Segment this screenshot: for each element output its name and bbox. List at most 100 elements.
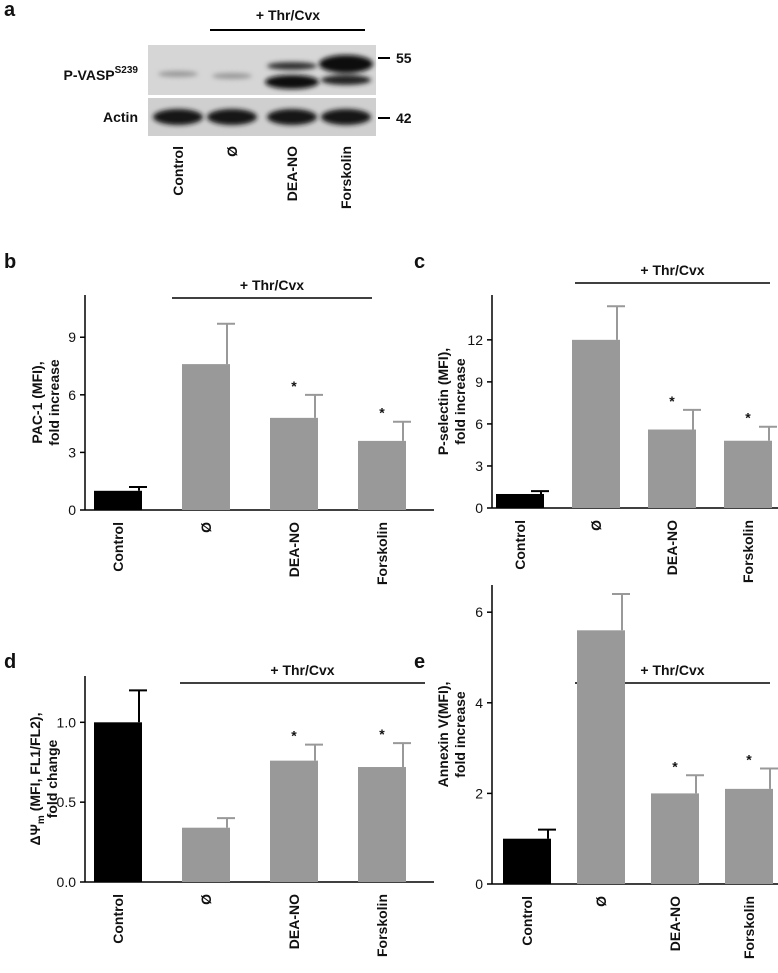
x-tick-label: Control [110, 522, 126, 572]
y-tick-label: 2 [475, 785, 483, 801]
y-axis-label: ΔΨm (MFI, FL1/FL2), [27, 713, 47, 846]
bar [358, 767, 406, 882]
y-axis-label: P-selectin (MFI), [435, 348, 451, 455]
row-label: P-VASPS239 [64, 65, 139, 83]
error-bar [760, 767, 778, 789]
bar [503, 838, 551, 884]
x-tick-label: Ø [593, 896, 609, 907]
significance-marker: * [672, 758, 678, 774]
lane-labels: Control Ø DEA-NO Forskolin [170, 146, 354, 209]
error-bar [686, 774, 704, 794]
bar [577, 630, 625, 884]
y-tick-label: 0 [475, 876, 483, 892]
bar [496, 493, 544, 508]
panel-label: b [4, 251, 16, 273]
bar [725, 788, 773, 884]
y-label-main: P-selectin (MFI), [435, 348, 451, 455]
error-bar [305, 393, 323, 418]
error-bar [683, 408, 701, 430]
significance-marker: * [379, 726, 385, 742]
x-tick-label: DEA-NO [286, 894, 302, 949]
bar [182, 364, 230, 510]
x-tick-label: Control [512, 520, 528, 570]
y-tick-label: 12 [467, 332, 483, 348]
y-label-main: PAC-1 (MFI), [29, 361, 45, 443]
x-tick-label: Ø [588, 520, 604, 531]
error-bar [305, 743, 323, 761]
bracket-label: + Thr/Cvx [640, 262, 704, 278]
y-tick-label: 6 [68, 387, 76, 403]
x-tick-label: Forskolin [741, 896, 757, 959]
error-bar [612, 593, 630, 631]
y-axis-label: fold increase [452, 358, 468, 445]
mw-marker: 55 [396, 50, 412, 66]
error-bar [393, 742, 411, 768]
row-label-superscript: S239 [115, 65, 139, 76]
bar [270, 760, 318, 882]
bar [94, 490, 142, 510]
significance-marker: * [291, 728, 297, 744]
error-bar [393, 420, 411, 441]
x-tick-label: DEA-NO [664, 520, 680, 575]
bar [270, 417, 318, 510]
y-label-main: Annexin V(MFI), [435, 682, 451, 788]
significance-marker: * [746, 751, 752, 767]
error-bar [759, 425, 777, 441]
y-tick-label: 4 [475, 695, 483, 711]
x-tick-label: Control [110, 894, 126, 944]
blot-panel: a + Thr/Cvx P-VASPS239 Actin 55 42 Contr… [4, 0, 412, 209]
y-axis-label: fold change [44, 740, 60, 819]
y-axis-label: PAC-1 (MFI), [29, 361, 45, 443]
lane-label: Ø [224, 146, 240, 157]
panel-label: a [4, 0, 16, 21]
row-label: Actin [103, 109, 138, 125]
y-tick-label: 1.0 [57, 714, 77, 730]
panel-label: c [414, 251, 425, 273]
bracket-label: + Thr/Cvx [240, 277, 304, 293]
significance-marker: * [669, 393, 675, 409]
error-bar [129, 689, 147, 723]
y-axis-label: fold increase [46, 359, 62, 446]
panel-label: e [414, 651, 425, 673]
y-axis-label: Annexin V(MFI), [435, 682, 451, 788]
y-label-subscript: m [36, 815, 47, 824]
y-axis-label: fold increase [452, 691, 468, 778]
y-tick-label: 6 [475, 416, 483, 432]
bar [572, 339, 620, 508]
y-tick-label: 9 [475, 374, 483, 390]
lane-label: DEA-NO [284, 146, 300, 201]
error-bar [129, 485, 147, 491]
x-tick-label: Forskolin [740, 520, 756, 583]
error-bar [538, 828, 556, 839]
bracket-label: + Thr/Cvx [270, 662, 334, 678]
row-label-main: P-VASP [64, 67, 115, 83]
x-tick-label: Forskolin [374, 522, 390, 585]
y-tick-label: 3 [475, 458, 483, 474]
y-tick-label: 3 [68, 444, 76, 460]
x-tick-label: DEA-NO [286, 522, 302, 577]
y-tick-label: 0.5 [57, 794, 77, 810]
bar [94, 722, 142, 882]
bar [724, 440, 772, 508]
mw-marker: 42 [396, 110, 412, 126]
x-tick-label: Ø [198, 894, 214, 905]
bar [651, 793, 699, 884]
bar [648, 429, 696, 508]
panel-label: d [4, 651, 16, 673]
y-label-main: ΔΨ [27, 824, 43, 845]
significance-marker: * [745, 410, 751, 426]
error-bar [607, 305, 625, 340]
bands [153, 55, 373, 125]
lane-label: Forskolin [338, 146, 354, 209]
significance-marker: * [379, 405, 385, 421]
y-tick-label: 0 [475, 500, 483, 516]
y-tick-label: 0.0 [57, 874, 77, 890]
y-tick-label: 6 [475, 604, 483, 620]
bracket-label: + Thr/Cvx [256, 7, 320, 23]
bracket-label: + Thr/Cvx [640, 662, 704, 678]
x-tick-label: Ø [198, 522, 214, 533]
x-tick-label: Control [519, 896, 535, 946]
y-tick-label: 9 [68, 329, 76, 345]
bar [182, 827, 230, 882]
